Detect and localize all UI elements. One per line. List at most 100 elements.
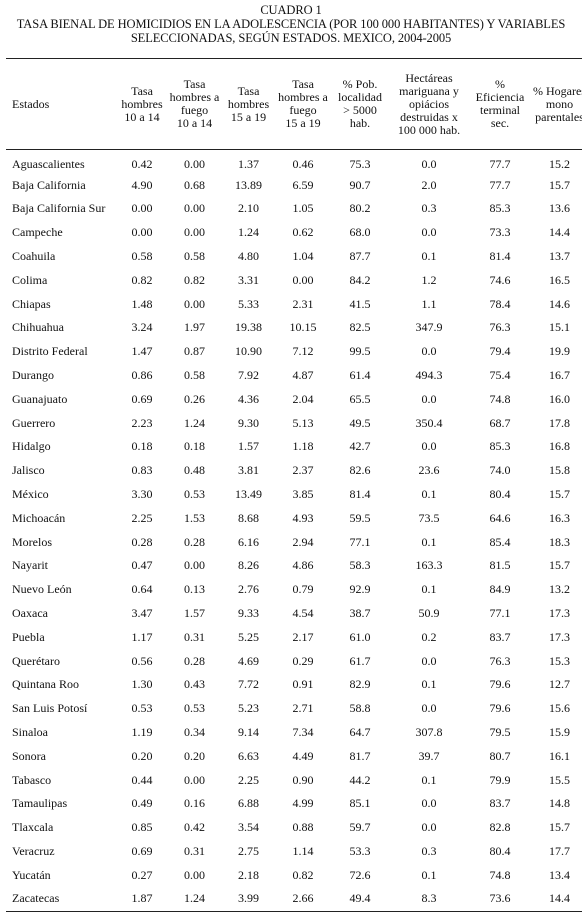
state-name-cell: México bbox=[12, 487, 49, 502]
value-cell: 3.30 bbox=[131, 487, 153, 502]
table-row: Puebla 1.17 0.31 5.25 2.17 61.0 0.2 83.7 17.3 bbox=[6, 625, 582, 649]
value-cell: 0.88 bbox=[292, 820, 314, 835]
header-line: > 5000 bbox=[343, 103, 377, 117]
value-cell: 2.76 bbox=[238, 582, 259, 597]
value-cell: 44.2 bbox=[349, 772, 371, 787]
header-line: Tasa bbox=[131, 83, 153, 98]
header-line: hombres bbox=[121, 96, 163, 111]
table-row: Colima 0.82 0.82 3.31 0.00 84.2 1.2 74.6 16.5 bbox=[6, 268, 582, 292]
value-cell: 0.0 bbox=[421, 701, 437, 716]
value-cell: 0.28 bbox=[184, 534, 205, 549]
value-cell: 16.3 bbox=[549, 510, 570, 525]
value-cell: 78.4 bbox=[489, 296, 511, 311]
value-cell: 0.58 bbox=[184, 249, 205, 264]
value-cell: 6.88 bbox=[238, 796, 259, 811]
value-cell: 0.00 bbox=[184, 201, 205, 216]
table-row: Chihuahua 3.24 1.97 19.38 10.15 82.5 347.9 76.3… bbox=[6, 316, 582, 340]
value-cell: 15.7 bbox=[549, 487, 570, 502]
value-cell: 73.3 bbox=[489, 225, 511, 240]
value-cell: 0.00 bbox=[184, 225, 205, 240]
table-row: Yucatán 0.27 0.00 2.18 0.82 72.6 0.1 74.8 13.4 bbox=[6, 863, 582, 887]
value-cell: 2.94 bbox=[292, 534, 314, 549]
table-row: Guerrero 2.23 1.24 9.30 5.13 49.5 350.4 68.7 17.… bbox=[6, 411, 582, 435]
state-name-cell: Yucatán bbox=[12, 867, 51, 882]
value-cell: 5.13 bbox=[292, 415, 314, 430]
value-cell: 17.7 bbox=[549, 844, 570, 858]
value-cell: 13.6 bbox=[549, 201, 570, 216]
value-cell: 0.69 bbox=[131, 391, 153, 406]
value-cell: 7.92 bbox=[238, 368, 259, 383]
value-cell: 2.17 bbox=[292, 629, 314, 644]
value-cell: 0.85 bbox=[131, 820, 153, 835]
value-cell: 79.4 bbox=[489, 344, 511, 359]
value-cell: 0.48 bbox=[184, 463, 205, 478]
table-row: Querétaro 0.56 0.28 4.69 0.29 61.7 0.0 76.3 15.3 bbox=[6, 649, 582, 673]
value-cell: 17.3 bbox=[549, 606, 570, 621]
value-cell: 49.4 bbox=[331, 887, 389, 912]
value-cell: 79.6 bbox=[489, 677, 511, 692]
value-cell: 0.0 bbox=[421, 439, 437, 454]
value-cell: 3.99 bbox=[222, 887, 275, 912]
value-cell: 74.8 bbox=[489, 391, 511, 406]
state-name-cell: Durango bbox=[12, 368, 54, 383]
value-cell: 15.9 bbox=[549, 725, 570, 740]
value-cell: 16.5 bbox=[549, 272, 570, 287]
value-cell: 2.66 bbox=[275, 887, 331, 912]
value-cell: 0.53 bbox=[184, 487, 205, 502]
header-line: Hectáreas bbox=[405, 70, 453, 85]
state-name-cell: Nayarit bbox=[12, 558, 48, 573]
value-cell: 307.8 bbox=[415, 725, 443, 740]
value-cell: 0.00 bbox=[184, 772, 205, 787]
state-name-cell: Zacatecas bbox=[6, 887, 117, 912]
value-cell: 0.2 bbox=[421, 629, 437, 644]
table-row: Oaxaca 3.47 1.57 9.33 4.54 38.7 50.9 77.1 17.3 bbox=[6, 602, 582, 626]
table-row: Veracruz 0.69 0.31 2.75 1.14 53.3 0.3 80.4 17.7 bbox=[6, 840, 582, 864]
value-cell: 0.00 bbox=[184, 558, 205, 573]
header-line: Eficiencia bbox=[475, 90, 525, 104]
value-cell: 1.24 bbox=[238, 225, 259, 240]
value-cell: 1.17 bbox=[131, 629, 153, 644]
state-name-cell: Aguascalientes bbox=[12, 157, 85, 172]
table-row: Zacatecas 1.87 1.24 3.99 2.66 49.4 8.3 73.6 14.4 bbox=[6, 887, 582, 912]
value-cell: 59.7 bbox=[349, 820, 371, 835]
value-cell: 82.6 bbox=[349, 463, 371, 478]
value-cell: 79.9 bbox=[489, 772, 511, 787]
value-cell: 0.16 bbox=[184, 796, 205, 811]
value-cell: 0.1 bbox=[421, 772, 437, 787]
value-cell: 42.7 bbox=[349, 439, 371, 454]
value-cell: 0.82 bbox=[131, 272, 153, 287]
value-cell: 49.5 bbox=[349, 415, 371, 430]
value-cell: 0.83 bbox=[131, 463, 153, 478]
value-cell: 75.4 bbox=[489, 368, 511, 383]
table-body: Aguascalientes 0.42 0.00 1.37 0.46 75.3 0.0 77.… bbox=[6, 150, 582, 912]
value-cell: 72.6 bbox=[349, 867, 371, 882]
value-cell: 7.12 bbox=[292, 344, 314, 359]
value-cell: 3.47 bbox=[131, 606, 153, 621]
state-name-cell: Chiapas bbox=[12, 296, 51, 311]
value-cell: 4.90 bbox=[131, 177, 153, 192]
value-cell: 1.05 bbox=[292, 201, 314, 216]
value-cell: 0.82 bbox=[184, 272, 205, 287]
value-cell: 64.7 bbox=[349, 725, 371, 740]
homicide-rates-table: Estados Tasa hombres 10 a 14 Tasa hombres a fu… bbox=[6, 58, 582, 912]
value-cell: 0.42 bbox=[184, 820, 205, 835]
value-cell: 0.46 bbox=[292, 157, 314, 172]
header-tasa-fuego-15-19: Tasa hombres a fuego 15 a 19 bbox=[275, 58, 331, 150]
value-cell: 0.90 bbox=[292, 772, 314, 787]
header-line: % bbox=[495, 77, 505, 91]
value-cell: 74.6 bbox=[489, 272, 511, 287]
table-row: Nayarit 0.47 0.00 8.26 4.86 58.3 163.3 81.5 15.7 bbox=[6, 554, 582, 578]
value-cell: 3.31 bbox=[238, 272, 259, 287]
header-line: 10 a 14 bbox=[176, 116, 213, 130]
value-cell: 41.5 bbox=[349, 296, 371, 311]
value-cell: 16.1 bbox=[549, 748, 570, 763]
value-cell: 68.7 bbox=[489, 415, 511, 430]
value-cell: 0.44 bbox=[131, 772, 153, 787]
value-cell: 4.93 bbox=[292, 510, 314, 525]
value-cell: 0.91 bbox=[292, 677, 314, 692]
value-cell: 0.31 bbox=[184, 844, 205, 858]
state-name-cell: Morelos bbox=[12, 534, 52, 549]
state-name-cell: Hidalgo bbox=[12, 439, 51, 454]
value-cell: 81.7 bbox=[349, 748, 371, 763]
value-cell: 19.9 bbox=[549, 344, 570, 359]
